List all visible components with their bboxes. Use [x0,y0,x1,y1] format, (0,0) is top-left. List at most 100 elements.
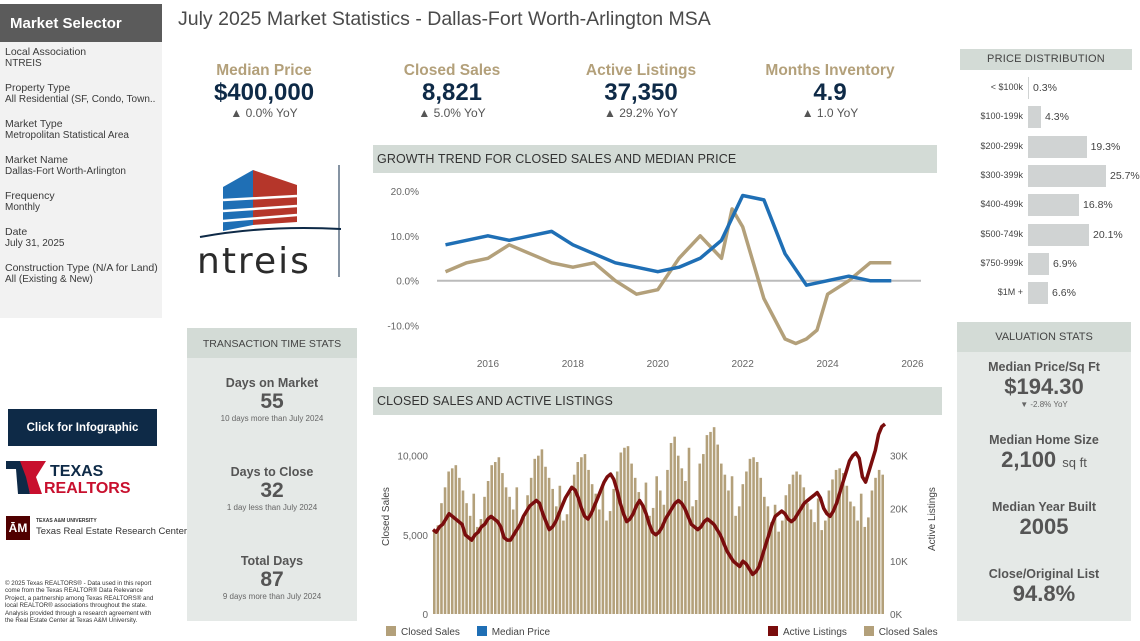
sales-legend: Active Listings Closed Sales [768,626,938,638]
closed-sales-bar [551,488,554,614]
selector-field[interactable]: Local Association NTREIS [5,46,162,70]
selector-field-value[interactable]: July 31, 2025 [5,238,65,249]
price-range-bar [1028,135,1087,158]
kpi-value: 4.9 [813,79,847,106]
stat-number: 2,100 [1001,447,1057,472]
closed-sales-bar [583,454,587,614]
stat-label: Days to Close [230,465,314,479]
closed-sales-bar [547,477,551,614]
closed-sales-bar [558,485,562,614]
price-range-bar [1028,106,1042,129]
ntreis-logo-text: ntreis [197,241,311,280]
stat-value: 2,100 sq ft [957,447,1131,476]
closed-sales-bar [637,492,641,614]
selector-field[interactable]: Property Type All Residential (SF, Condo,… [5,82,162,106]
price-distribution-row: < $100k 0.3% [960,77,1132,99]
closed-sales-bar [806,503,809,614]
closed-sales-bar [788,484,791,614]
svg-text:REALTORS: REALTORS [44,480,131,497]
selector-field[interactable]: Market Name Dallas-Fort Worth-Arlington [5,154,162,178]
ntreis-logo[interactable]: ntreis [195,165,345,282]
closed-sales-bar [777,531,780,614]
transaction-stats-header: TRANSACTION TIME STATS [187,328,357,358]
closed-sales-bar [493,462,497,614]
closed-sales-bar [798,474,802,614]
legend-closed-sales-2: Closed Sales [878,627,938,638]
closed-sales-bar [633,477,637,614]
closed-sales-bar [780,520,784,614]
price-range-label: $300-399k [980,169,1023,180]
selector-field-value[interactable]: Dallas-Fort Worth-Arlington [5,166,126,177]
closed-sales-bar [820,530,824,614]
closed-sales-bar [813,522,816,614]
selector-field-value[interactable]: Monthly [5,202,41,213]
tamu-logo[interactable]: ĀM TEXAS A&M UNIVERSITY Texas Real Estat… [6,516,187,542]
stat-sub: 10 days more than July 2024 [220,414,324,423]
closed-sales-bar [497,457,501,614]
kpi-value: 37,350 [604,79,678,106]
price-range-label: < $100k [990,82,1023,92]
closed-sales-bar [461,490,465,614]
closed-sales-bar [759,477,763,614]
closed-sales-bar [881,474,884,614]
closed-sales-bar [612,488,615,614]
selector-field[interactable]: Frequency Monthly [5,190,162,214]
price-range-value: 4.3% [1045,111,1069,124]
closed-sales-bar [605,520,608,614]
stat-value: 94.8% [1012,581,1076,606]
median-price-swatch [476,626,487,636]
closed-sales-bar [562,520,565,614]
y-axis-label: Closed Sales [381,487,392,546]
kpi-yoy: ▲ 1.0 YoY [801,106,859,120]
legend-median-price: Median Price [491,627,551,638]
closed-sales-bar [490,465,493,614]
closed-sales-bar [540,449,544,614]
page-title: July 2025 Market Statistics - Dallas-For… [178,8,711,30]
closed-sales-bar [856,520,859,614]
closed-sales-bar [755,462,759,614]
closed-sales-bar [694,500,698,614]
closed-sales-bar [436,525,440,614]
stat-label: Median Year Built [992,500,1096,514]
legend-active-listings: Active Listings [783,627,847,638]
x-tick-label: 2022 [732,359,755,370]
kpi-value: $400,000 [213,79,315,106]
closed-sales-bar [867,517,870,614]
growth-trend-chart: 20.0% 10.0% 0.0% -10.0% 2016 2018 2020 2022 2024… [387,187,924,370]
selector-field-value[interactable]: NTREIS [5,58,42,69]
texas-realtors-logo[interactable]: TEXAS REALTORS [6,459,136,497]
price-range-value: 6.6% [1052,287,1076,300]
y-tick-label: 20.0% [391,187,419,198]
stat-label: Days on Market [225,376,319,390]
infographic-button[interactable]: Click for Infographic [8,409,157,446]
closed-sales-bar [773,504,777,614]
closed-sales-bar [834,469,838,614]
closed-sales-bar [486,481,490,614]
kpi-yoy: ▲ 0.0% YoY [230,106,298,120]
x-tick-label: 2020 [647,359,670,370]
price-range-label: $400-499k [980,199,1023,210]
closed-sales-bar [666,469,669,614]
stat-label: Total Days [240,554,304,568]
price-range-value: 0.3% [1033,82,1057,94]
selector-field-value[interactable]: All Residential (SF, Condo, Town.. [5,94,156,105]
stat-value: $194.30 [1004,374,1084,399]
median-year-built-stat: Median Year Built 2005 [957,500,1131,540]
y-tick-label: 0 [422,610,428,621]
selector-field[interactable]: Market Type Metropolitan Statistical Area [5,118,162,142]
selector-field[interactable]: Date July 31, 2025 [5,226,162,250]
closed-sales-bar [816,498,820,614]
closed-sales-bar [601,485,605,614]
selector-field-value[interactable]: Metropolitan Statistical Area [5,130,129,141]
price-range-label: $500-749k [980,228,1023,239]
selector-field-value[interactable]: All (Existing & New) [5,274,93,285]
stat-value: 32 [260,479,284,502]
price-range-bar [1028,77,1029,99]
closed-sales-bar [479,519,483,614]
price-distribution-row: $400-499k 16.8% [960,194,1132,217]
closed-sales-bar [587,469,590,614]
closed-sales-bar [673,436,676,614]
selector-field-label: Date [5,226,28,238]
tamu-small-text: TEXAS A&M UNIVERSITY [36,518,97,524]
selector-field[interactable]: Construction Type (N/A for Land) All (Exi… [5,262,162,286]
